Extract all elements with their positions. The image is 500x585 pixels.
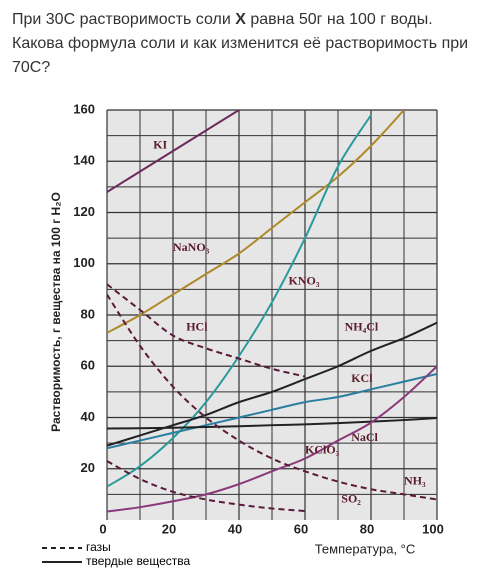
series-label: NaCl	[351, 430, 378, 444]
y-tick-label: 100	[73, 255, 95, 270]
question-text: равна 50г на 100 г воды. Какова формула …	[12, 11, 469, 76]
series-line	[107, 365, 437, 513]
legend-label: твердые вещества	[86, 554, 191, 568]
x-axis-title: Температура, °C	[315, 541, 416, 556]
y-tick-label: 140	[73, 153, 95, 168]
y-axis-title: Растворимость, г вещества на 100 г H₂O	[49, 192, 63, 432]
series-label: KCl	[351, 371, 373, 385]
series-line	[107, 114, 372, 488]
x-tick-label: 0	[99, 521, 106, 536]
series-line	[107, 460, 306, 513]
series-label: SO₂	[341, 491, 361, 505]
x-tick-label: 20	[162, 521, 176, 536]
series-label: NaNO₃	[173, 240, 210, 254]
y-tick-label: 120	[73, 204, 95, 219]
series-label: KNO₃	[289, 273, 320, 287]
question: При 30С растворимость соли X равна 50г н…	[12, 8, 482, 80]
series-label: KClO₃	[305, 443, 340, 457]
y-tick-label: 60	[81, 358, 95, 373]
series-label: HCl	[186, 320, 208, 334]
series-line	[107, 372, 437, 450]
series-line	[107, 110, 240, 193]
question-text: При 30С растворимость соли	[12, 11, 236, 28]
y-tick-label: 20	[81, 460, 95, 475]
legend-label: газы	[86, 540, 111, 554]
series-line	[107, 110, 405, 334]
y-tick-label: 80	[81, 306, 95, 321]
x-tick-label: 100	[422, 521, 444, 536]
question-bold: X	[235, 11, 246, 28]
series-line	[107, 283, 306, 378]
series-label: KI	[153, 138, 167, 152]
series-label: NH₃	[404, 473, 426, 487]
y-tick-label: 160	[73, 101, 95, 116]
y-tick-label: 40	[81, 409, 95, 424]
series-label: NH₄Cl	[345, 320, 379, 334]
x-tick-label: 80	[360, 521, 374, 536]
series-line	[107, 293, 437, 501]
x-tick-label: 60	[294, 521, 308, 536]
x-tick-label: 40	[228, 521, 242, 536]
series-line	[107, 417, 437, 430]
